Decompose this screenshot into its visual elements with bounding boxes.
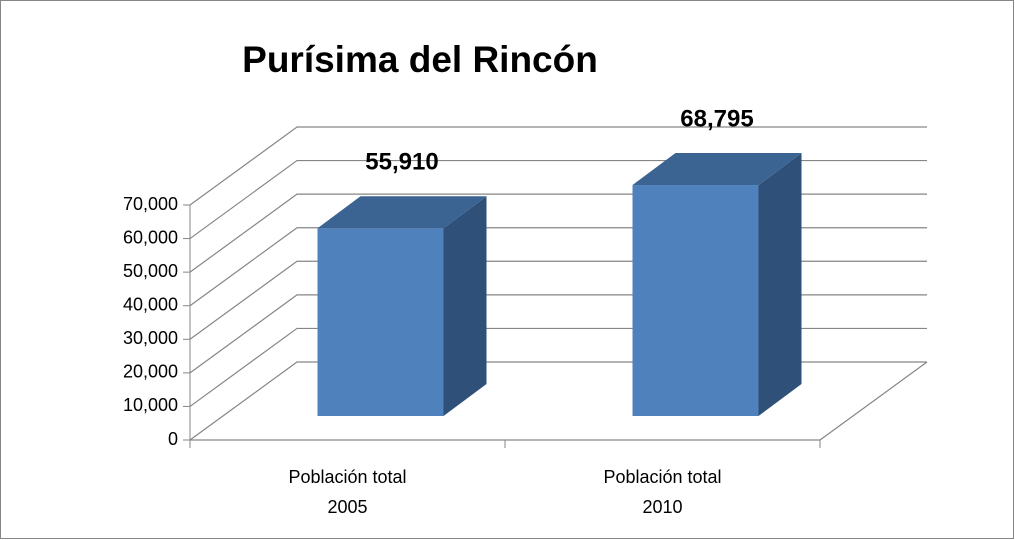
y-tick-label: 10,000 bbox=[123, 395, 178, 415]
chart-title: Purísima del Rincón bbox=[242, 39, 598, 80]
x-tick-label: Población total 2005 bbox=[288, 467, 407, 517]
bar-side bbox=[443, 196, 487, 416]
y-tick-label: 40,000 bbox=[123, 294, 178, 314]
grid-line bbox=[189, 126, 927, 206]
data-label: 68,795 bbox=[680, 105, 753, 132]
y-tick-label: 20,000 bbox=[123, 362, 178, 382]
y-tick-label: 70,000 bbox=[123, 194, 178, 214]
bar-top bbox=[632, 153, 802, 186]
y-tick-label: 50,000 bbox=[123, 261, 178, 281]
x-tick-label: Población total 2010 bbox=[603, 467, 722, 517]
bar-side bbox=[758, 153, 802, 417]
bar bbox=[632, 185, 759, 416]
bar-top bbox=[317, 196, 487, 229]
y-tick-label: 60,000 bbox=[123, 227, 178, 247]
data-label: 55,910 bbox=[365, 149, 438, 176]
y-tick-label: 30,000 bbox=[123, 328, 178, 348]
bar bbox=[317, 228, 444, 416]
y-tick-label: 0 bbox=[168, 429, 178, 449]
